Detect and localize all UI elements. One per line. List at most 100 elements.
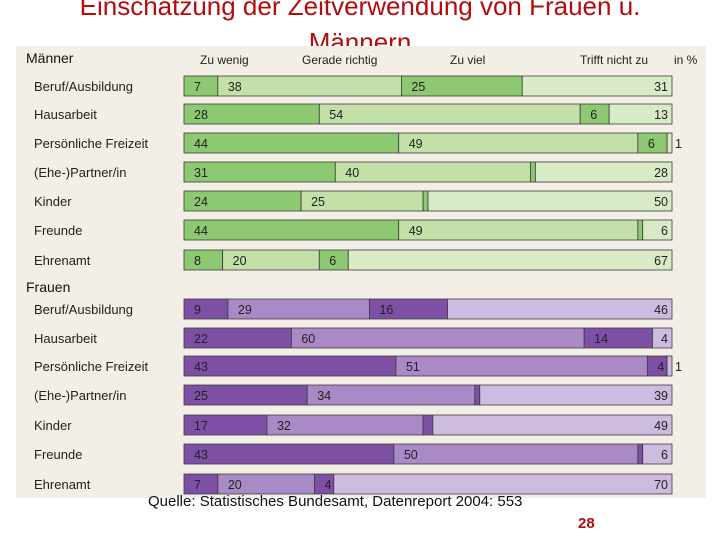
legend-header-0: Zu wenig — [200, 53, 249, 67]
category-label: (Ehe-)Partner/in — [34, 388, 126, 403]
legend-header-4: in % — [674, 53, 698, 67]
group-label-1: Frauen — [26, 279, 70, 295]
bar-segment — [183, 443, 395, 465]
category-label: Persönliche Freizeit — [34, 136, 149, 151]
data-label: 6 — [329, 254, 336, 268]
data-label: 25 — [311, 195, 325, 209]
data-label: 20 — [233, 254, 247, 268]
data-label: 25 — [411, 80, 425, 94]
bar-segment — [534, 161, 673, 183]
bar-segment — [652, 327, 673, 349]
category-label: Persönliche Freizeit — [34, 359, 149, 374]
data-label: 1 — [675, 137, 682, 151]
data-label: 43 — [194, 448, 208, 462]
data-label: 60 — [301, 332, 315, 346]
bar-segment — [666, 132, 673, 154]
category-label: Hausarbeit — [34, 331, 97, 346]
bar-segment — [183, 219, 400, 241]
data-label: 44 — [194, 224, 208, 238]
data-label: 24 — [194, 195, 208, 209]
data-label: 49 — [654, 419, 668, 433]
data-label: 8 — [194, 254, 201, 268]
bar-segment — [393, 443, 639, 465]
bar-segment — [479, 384, 673, 406]
bar-segment — [318, 103, 581, 125]
data-label: 16 — [379, 303, 393, 317]
data-label: 14 — [594, 332, 608, 346]
data-label: 31 — [194, 166, 208, 180]
bar-segment — [183, 298, 229, 320]
data-label: 6 — [661, 448, 668, 462]
data-label: 50 — [404, 448, 418, 462]
data-label: 34 — [317, 389, 331, 403]
bar-segment — [637, 219, 644, 241]
data-label: 67 — [654, 254, 668, 268]
data-label: 54 — [329, 108, 343, 122]
data-label: 44 — [194, 137, 208, 151]
data-label: 7 — [194, 80, 201, 94]
data-label: 1 — [675, 360, 682, 374]
data-label: 25 — [194, 389, 208, 403]
bar-segment — [217, 75, 402, 97]
data-label: 22 — [194, 332, 208, 346]
group-label-0: Männer — [26, 50, 74, 66]
bar-segment — [474, 384, 481, 406]
bar-segment — [183, 132, 400, 154]
bar-segment — [521, 75, 673, 97]
legend-header-2: Zu viel — [450, 53, 485, 67]
legend-header-3: Trifft nicht zu — [580, 53, 648, 67]
data-label: 28 — [194, 108, 208, 122]
bar-segment — [333, 473, 673, 495]
data-label: 6 — [648, 137, 655, 151]
bar-segment — [334, 161, 531, 183]
bar-segment — [432, 414, 673, 436]
bar-segment — [427, 190, 673, 212]
data-label: 13 — [654, 108, 668, 122]
bar-segment — [306, 384, 476, 406]
category-label: Beruf/Ausbildung — [34, 302, 133, 317]
bar-segment — [642, 443, 673, 465]
data-label: 43 — [194, 360, 208, 374]
category-label: Beruf/Ausbildung — [34, 79, 133, 94]
bar-segment — [642, 219, 673, 241]
bar-segment — [666, 355, 673, 377]
data-label: 49 — [409, 224, 423, 238]
data-label: 51 — [406, 360, 420, 374]
data-label: 7 — [194, 478, 201, 492]
data-label: 38 — [228, 80, 242, 94]
data-label: 49 — [409, 137, 423, 151]
data-label: 6 — [590, 108, 597, 122]
data-label: 4 — [661, 332, 668, 346]
bar-segment — [608, 103, 673, 125]
data-label: 32 — [277, 419, 291, 433]
bar-segment — [183, 355, 397, 377]
data-label: 4 — [657, 360, 664, 374]
legend-header-1: Gerade richtig — [302, 53, 377, 67]
data-label: 50 — [654, 195, 668, 209]
bar-segment — [398, 132, 639, 154]
data-label: 70 — [654, 478, 668, 492]
bar-segment — [637, 443, 644, 465]
title-line-1: Einschätzung der Zeitverwendung von Frau… — [79, 0, 641, 21]
data-label: 46 — [654, 303, 668, 317]
category-label: Kinder — [34, 418, 72, 433]
bar-segment — [290, 327, 585, 349]
category-label: Ehrenamt — [34, 477, 91, 492]
data-label: 17 — [194, 419, 208, 433]
data-label: 6 — [661, 224, 668, 238]
data-label: 29 — [238, 303, 252, 317]
data-label: 20 — [228, 478, 242, 492]
bar-segment — [398, 219, 639, 241]
bar-segment — [347, 249, 673, 271]
page-number: 28 — [578, 515, 595, 532]
bar-segment — [395, 355, 648, 377]
data-label: 28 — [654, 166, 668, 180]
bar-segment — [183, 249, 224, 271]
bar-segment — [422, 190, 429, 212]
data-label: 39 — [654, 389, 668, 403]
category-label: Ehrenamt — [34, 253, 91, 268]
category-label: Hausarbeit — [34, 107, 97, 122]
category-label: Kinder — [34, 194, 72, 209]
category-label: (Ehe-)Partner/in — [34, 165, 126, 180]
category-label: Freunde — [34, 223, 82, 238]
